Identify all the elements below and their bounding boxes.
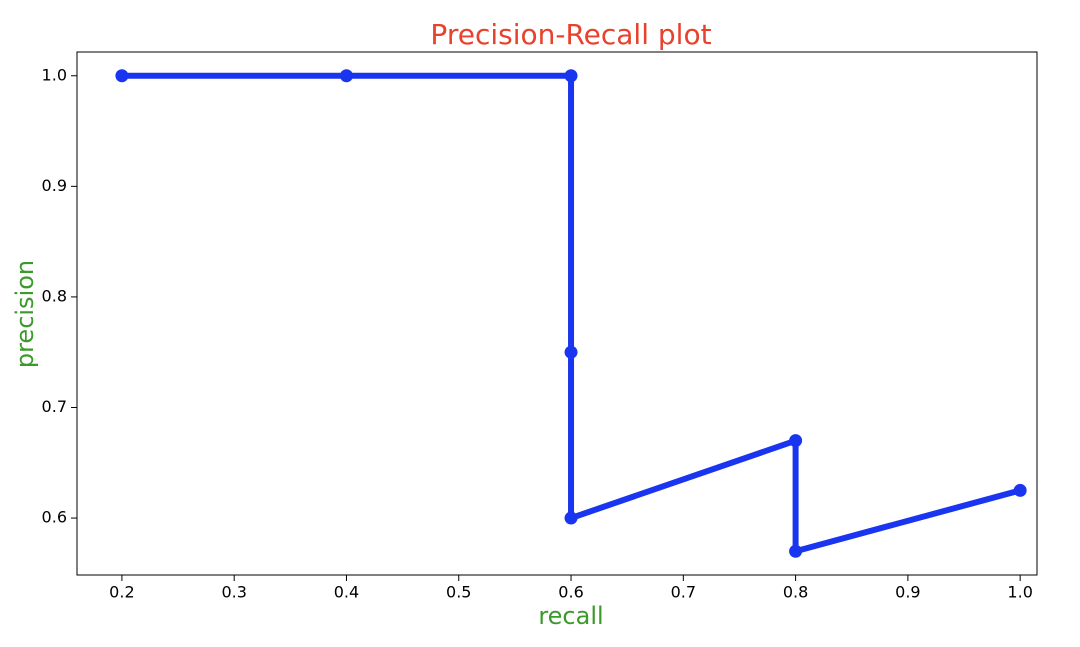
y-axis-label: precision — [11, 260, 39, 368]
point — [115, 69, 129, 83]
x-tick-label: 0.9 — [895, 583, 920, 602]
point — [564, 345, 578, 359]
y-tick-label: 0.7 — [42, 397, 67, 416]
x-tick-label: 0.7 — [671, 583, 696, 602]
x-tick-label: 0.8 — [783, 583, 808, 602]
point — [564, 69, 578, 83]
x-tick-label: 0.6 — [558, 583, 583, 602]
y-tick-label: 0.6 — [42, 508, 67, 527]
point — [789, 434, 803, 448]
y-tick-label: 0.9 — [42, 176, 67, 195]
x-tick-label: 0.4 — [334, 583, 359, 602]
point — [1013, 483, 1027, 497]
y-tick-label: 0.8 — [42, 286, 67, 305]
point — [339, 69, 353, 83]
point — [564, 511, 578, 525]
x-axis-label: recall — [538, 602, 603, 630]
point — [789, 544, 803, 558]
line — [121, 72, 1021, 555]
x-tick-label: 0.3 — [221, 583, 246, 602]
plot-frame — [76, 51, 1038, 576]
x-tick-label: 1.0 — [1007, 583, 1032, 602]
x-tick-label: 0.2 — [109, 583, 134, 602]
chart-title: Precision-Recall plot — [430, 18, 711, 51]
x-tick-label: 0.5 — [446, 583, 471, 602]
y-tick-label: 1.0 — [42, 65, 67, 84]
